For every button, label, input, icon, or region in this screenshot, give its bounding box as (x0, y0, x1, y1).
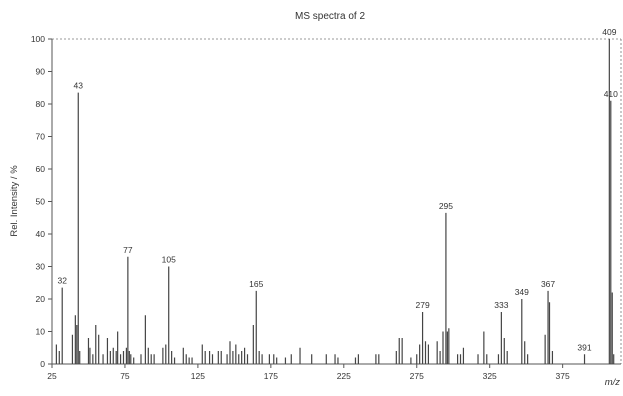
y-tick-label: 50 (36, 197, 46, 207)
y-axis-ticks: 0 10 20 30 40 50 60 70 80 90 100 (31, 34, 52, 369)
peak-label: 409 (602, 27, 616, 37)
x-axis-label: m/z (605, 377, 621, 388)
peak-label: 367 (541, 279, 555, 289)
peak-label: 77 (123, 245, 133, 255)
x-tick-label: 225 (337, 371, 351, 381)
y-tick-label: 70 (36, 132, 46, 142)
peak-label: 333 (494, 300, 508, 310)
chart-title: MS spectra of 2 (295, 11, 365, 22)
peak-label: 43 (74, 81, 84, 91)
x-tick-label: 325 (483, 371, 497, 381)
y-tick-label: 100 (31, 34, 45, 44)
peak-label: 295 (439, 201, 453, 211)
y-tick-label: 60 (36, 164, 46, 174)
y-tick-label: 0 (40, 359, 45, 369)
x-tick-label: 275 (410, 371, 424, 381)
peak-label: 279 (415, 300, 429, 310)
x-tick-label: 25 (47, 371, 57, 381)
x-tick-label: 125 (191, 371, 205, 381)
peak-label: 32 (57, 276, 67, 286)
peak-label: 391 (577, 342, 591, 352)
peak-label: 349 (515, 287, 529, 297)
peak-labels: 32 43 77 105 165 279 295 333 349 367 391 409 410 (57, 27, 618, 352)
x-tick-label: 375 (556, 371, 570, 381)
peak-label: 105 (162, 255, 176, 265)
x-tick-label: 75 (120, 371, 130, 381)
y-tick-label: 90 (36, 67, 46, 77)
y-tick-label: 20 (36, 294, 46, 304)
x-tick-label: 175 (264, 371, 278, 381)
peak-label: 410 (604, 89, 618, 99)
y-tick-label: 10 (36, 327, 46, 337)
y-tick-label: 30 (36, 262, 46, 272)
spectrum-peaks (55, 39, 615, 364)
x-axis-ticks: 25 75 125 175 225 275 325 375 (47, 364, 570, 381)
y-tick-label: 40 (36, 229, 46, 239)
y-axis-label: Rel. Intensity / % (9, 165, 20, 237)
y-tick-label: 80 (36, 99, 46, 109)
peak-label: 165 (249, 279, 263, 289)
